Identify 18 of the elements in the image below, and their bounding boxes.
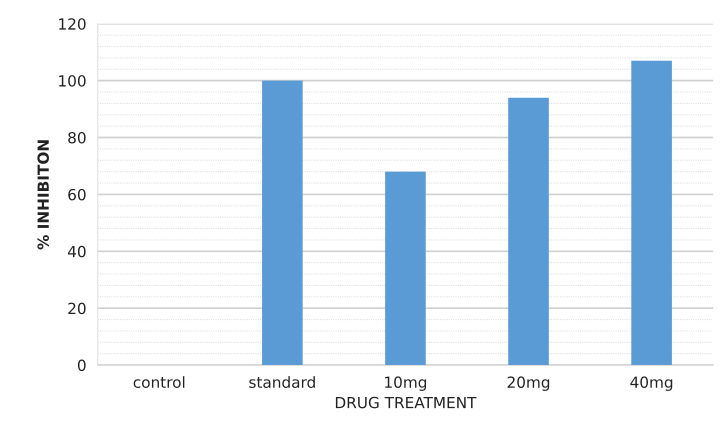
y-axis-title: % INHIBITON xyxy=(37,140,49,250)
y-tick-label: 0 xyxy=(78,360,86,372)
y-tick-label: 100 xyxy=(59,75,86,87)
x-tick-label: 10mg xyxy=(385,376,426,391)
y-tick-label: 120 xyxy=(59,18,86,30)
x-tick-label: standard xyxy=(249,376,315,388)
y-tick-label: 40 xyxy=(68,246,86,258)
bar xyxy=(385,172,426,366)
bar xyxy=(508,98,549,366)
x-axis-title: DRUG TREATMENT xyxy=(336,396,477,408)
x-tick-label: 40mg xyxy=(630,376,672,391)
y-tick-label: 80 xyxy=(68,132,86,144)
x-tick-label: control xyxy=(134,376,184,388)
bar xyxy=(262,80,303,366)
y-tick-label: 60 xyxy=(68,188,86,200)
y-tick-label: 20 xyxy=(68,302,86,314)
x-tick-label: 20mg xyxy=(508,376,550,391)
bar xyxy=(631,60,672,366)
